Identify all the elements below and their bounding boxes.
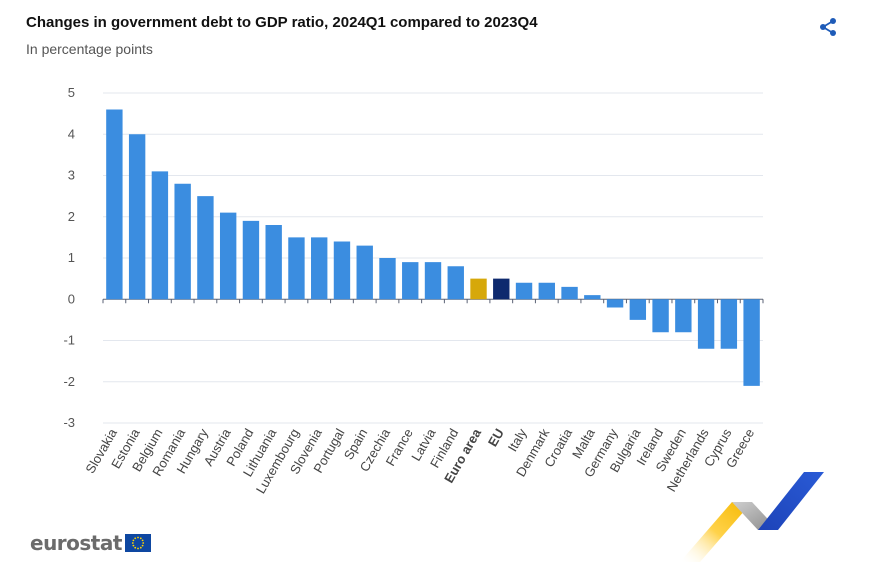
bar-slovakia[interactable] (106, 109, 123, 300)
bar-netherlands[interactable] (697, 299, 715, 349)
bar-hungary[interactable] (197, 196, 214, 300)
y-tick-label: 1 (68, 250, 75, 265)
bar-germany[interactable] (606, 299, 624, 308)
x-tick-label: EU (485, 426, 507, 449)
bar-estonia[interactable] (128, 134, 146, 300)
eurostat-logo: eurostat (30, 531, 151, 555)
bar-lithuania[interactable] (265, 225, 282, 300)
bar-malta[interactable] (584, 295, 601, 300)
bar-greece[interactable] (743, 299, 760, 386)
y-tick-label: 5 (68, 85, 75, 100)
bar-france[interactable] (402, 262, 419, 300)
bar-croatia[interactable] (561, 286, 578, 300)
y-tick-label: 2 (68, 209, 75, 224)
y-axis-ticks: 5 4 3 2 1 0 -1 -2 -3 (63, 85, 75, 430)
y-tick-label: -2 (63, 374, 75, 389)
bar-denmark[interactable] (538, 282, 555, 300)
chart-subtitle: In percentage points (26, 41, 153, 57)
bar-portugal[interactable] (333, 241, 351, 300)
y-tick-label: 4 (68, 126, 75, 141)
y-tick-label: 3 (68, 168, 75, 183)
bar-slovenia[interactable] (311, 237, 328, 300)
bar-eu[interactable] (493, 278, 510, 300)
share-icon[interactable] (818, 16, 840, 38)
bar-poland[interactable] (242, 220, 260, 300)
bar-italy[interactable] (515, 282, 533, 300)
bar-finland[interactable] (447, 266, 464, 300)
bar-ireland[interactable] (652, 299, 669, 333)
bar-sweden[interactable] (675, 299, 692, 333)
bar-belgium[interactable] (151, 171, 169, 300)
bar-latvia[interactable] (424, 262, 442, 300)
bar-romania[interactable] (174, 183, 191, 300)
y-tick-label: -3 (63, 415, 75, 430)
logo-text: eurostat (30, 531, 122, 555)
bar-czechia[interactable] (379, 258, 396, 300)
bar-cyprus[interactable] (720, 299, 738, 349)
y-tick-label: -1 (63, 333, 75, 348)
chart-title: Changes in government debt to GDP ratio,… (26, 14, 538, 31)
y-tick-label: 0 (68, 291, 75, 306)
bar-austria[interactable] (219, 212, 237, 300)
bar-luxembourg[interactable] (288, 237, 305, 300)
bar-spain[interactable] (356, 245, 373, 300)
x-axis-labels: SlovakiaEstoniaBelgiumRomaniaHungaryAust… (82, 425, 757, 496)
bar-bulgaria[interactable] (629, 299, 647, 320)
bar-euro-area[interactable] (470, 278, 487, 300)
bars (106, 109, 760, 386)
decorative-ribbon (680, 472, 824, 562)
eu-flag-icon (124, 534, 151, 552)
